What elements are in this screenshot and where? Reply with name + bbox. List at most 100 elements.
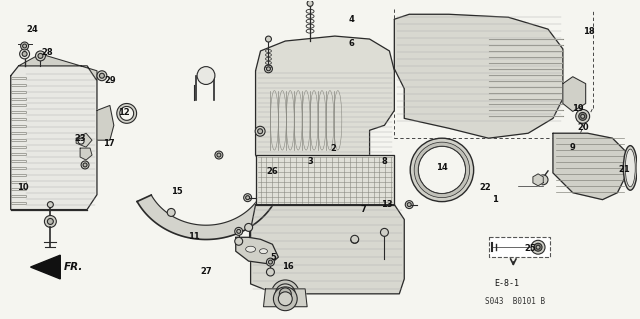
Text: 14: 14	[436, 163, 448, 173]
Text: 7: 7	[361, 205, 367, 214]
Text: 20: 20	[577, 123, 589, 132]
Polygon shape	[251, 204, 404, 294]
Ellipse shape	[260, 249, 268, 254]
Circle shape	[275, 284, 295, 304]
Circle shape	[20, 42, 29, 50]
Circle shape	[38, 53, 43, 58]
Polygon shape	[394, 14, 563, 138]
Text: 29: 29	[104, 76, 116, 85]
Circle shape	[405, 201, 413, 209]
Circle shape	[237, 229, 241, 234]
Text: 2: 2	[330, 144, 336, 152]
Circle shape	[215, 151, 223, 159]
Bar	[488, 237, 550, 257]
Circle shape	[268, 260, 273, 264]
Text: 15: 15	[172, 187, 183, 196]
Circle shape	[197, 67, 215, 85]
Circle shape	[258, 129, 262, 134]
Circle shape	[271, 280, 299, 308]
Polygon shape	[97, 106, 114, 140]
Circle shape	[407, 203, 411, 207]
Circle shape	[307, 0, 313, 6]
Circle shape	[20, 49, 29, 59]
Circle shape	[531, 240, 545, 254]
Text: 9: 9	[570, 143, 575, 152]
Ellipse shape	[623, 145, 637, 190]
Circle shape	[380, 228, 388, 236]
Circle shape	[235, 237, 243, 245]
Text: 12: 12	[118, 108, 129, 117]
Text: 27: 27	[200, 266, 212, 276]
Text: 11: 11	[188, 232, 200, 241]
Polygon shape	[255, 155, 394, 204]
Circle shape	[266, 268, 275, 276]
Circle shape	[279, 288, 291, 300]
Circle shape	[78, 138, 84, 144]
Circle shape	[266, 36, 271, 42]
Text: 6: 6	[349, 39, 355, 48]
Text: S043  B0101 B: S043 B0101 B	[485, 297, 545, 306]
Polygon shape	[137, 179, 282, 240]
Polygon shape	[76, 133, 92, 147]
Circle shape	[22, 51, 27, 56]
Circle shape	[576, 109, 589, 123]
Polygon shape	[19, 54, 97, 81]
Text: 28: 28	[42, 48, 53, 57]
Circle shape	[97, 71, 107, 81]
Text: 18: 18	[583, 26, 595, 36]
Circle shape	[351, 235, 358, 243]
Circle shape	[167, 209, 175, 216]
Circle shape	[266, 67, 271, 71]
Polygon shape	[11, 66, 97, 210]
Text: 25: 25	[524, 244, 536, 253]
Text: 16: 16	[282, 262, 294, 271]
Circle shape	[217, 153, 221, 157]
Text: 10: 10	[17, 183, 28, 192]
Circle shape	[35, 51, 45, 61]
Polygon shape	[236, 237, 278, 264]
Polygon shape	[255, 36, 394, 175]
Circle shape	[264, 65, 273, 73]
Circle shape	[99, 73, 104, 78]
Circle shape	[580, 115, 585, 118]
Circle shape	[278, 292, 292, 306]
Circle shape	[246, 196, 250, 200]
Circle shape	[22, 44, 27, 48]
Circle shape	[273, 287, 297, 311]
Ellipse shape	[625, 149, 636, 187]
Circle shape	[47, 202, 53, 208]
Text: 3: 3	[307, 158, 313, 167]
Text: 22: 22	[479, 183, 492, 192]
Text: 21: 21	[618, 166, 630, 174]
Text: 1: 1	[493, 195, 499, 204]
Text: 26: 26	[266, 167, 278, 176]
Text: 24: 24	[27, 25, 38, 33]
Circle shape	[536, 245, 540, 249]
Circle shape	[538, 175, 548, 185]
Circle shape	[534, 243, 542, 251]
Polygon shape	[31, 255, 60, 279]
Polygon shape	[80, 148, 92, 160]
Circle shape	[44, 216, 56, 227]
Polygon shape	[563, 77, 586, 111]
Text: 8: 8	[381, 158, 387, 167]
Text: E-8-1: E-8-1	[494, 279, 519, 288]
Polygon shape	[533, 174, 543, 186]
Circle shape	[235, 227, 243, 235]
Text: 23: 23	[74, 134, 86, 143]
Text: FR.: FR.	[64, 262, 84, 272]
Text: 5: 5	[271, 253, 276, 262]
Text: 13: 13	[381, 200, 392, 209]
Circle shape	[47, 219, 53, 225]
Ellipse shape	[246, 246, 255, 252]
Polygon shape	[553, 133, 627, 200]
Circle shape	[255, 126, 265, 136]
Text: 17: 17	[103, 139, 115, 148]
Circle shape	[81, 161, 89, 169]
Circle shape	[244, 194, 252, 202]
Circle shape	[579, 112, 587, 120]
Circle shape	[244, 223, 253, 231]
Polygon shape	[264, 289, 307, 307]
Text: 4: 4	[349, 15, 355, 24]
Circle shape	[83, 163, 87, 167]
